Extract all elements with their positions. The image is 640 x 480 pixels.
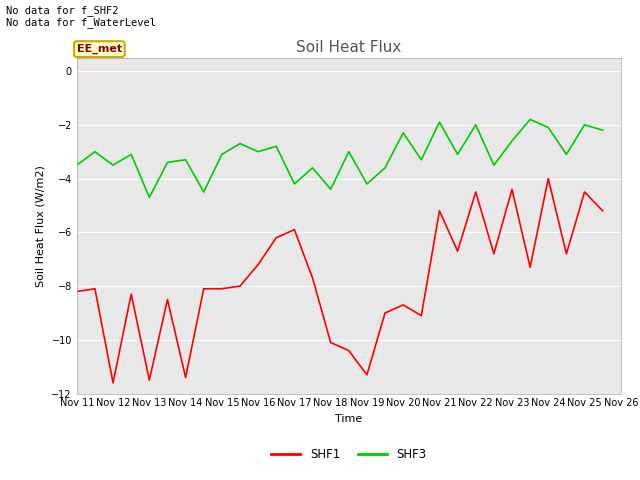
SHF3 <box>345 149 353 155</box>
SHF3 <box>472 122 479 128</box>
SHF3 <box>399 130 407 136</box>
SHF1 <box>291 227 298 232</box>
Title: Soil Heat Flux: Soil Heat Flux <box>296 40 401 55</box>
SHF3 <box>308 165 316 171</box>
SHF1 <box>273 235 280 240</box>
Legend: SHF1, SHF3: SHF1, SHF3 <box>266 443 431 466</box>
Text: EE_met: EE_met <box>77 44 122 54</box>
SHF3 <box>436 119 444 125</box>
Y-axis label: Soil Heat Flux (W/m2): Soil Heat Flux (W/m2) <box>36 165 46 287</box>
SHF1 <box>454 248 461 254</box>
SHF1 <box>109 380 117 386</box>
SHF1 <box>164 297 172 302</box>
SHF1 <box>545 176 552 181</box>
SHF1 <box>399 302 407 308</box>
SHF1 <box>526 264 534 270</box>
SHF1 <box>381 310 389 316</box>
SHF3 <box>381 165 389 171</box>
SHF3 <box>254 149 262 155</box>
SHF1 <box>599 208 607 214</box>
SHF3 <box>599 127 607 133</box>
SHF1 <box>73 288 81 294</box>
SHF3 <box>218 152 226 157</box>
SHF1 <box>508 186 516 192</box>
SHF3 <box>508 138 516 144</box>
SHF1 <box>363 372 371 378</box>
SHF1 <box>308 275 316 281</box>
SHF3 <box>526 117 534 122</box>
SHF1 <box>145 377 153 383</box>
SHF1 <box>580 189 588 195</box>
SHF3 <box>580 122 588 128</box>
SHF1 <box>417 313 425 319</box>
SHF3 <box>236 141 244 146</box>
SHF3 <box>545 125 552 131</box>
SHF1 <box>91 286 99 292</box>
SHF3 <box>363 181 371 187</box>
Text: No data for f_SHF2
No data for f_WaterLevel: No data for f_SHF2 No data for f_WaterLe… <box>6 5 156 28</box>
SHF1 <box>563 251 570 257</box>
SHF1 <box>236 283 244 289</box>
SHF1 <box>345 348 353 353</box>
SHF3 <box>417 157 425 163</box>
SHF3 <box>291 181 298 187</box>
SHF3 <box>91 149 99 155</box>
SHF1 <box>436 208 444 214</box>
SHF3 <box>273 144 280 149</box>
SHF1 <box>327 340 335 346</box>
SHF3 <box>164 159 172 165</box>
SHF1 <box>490 251 498 257</box>
SHF1 <box>254 262 262 267</box>
SHF3 <box>145 194 153 200</box>
SHF3 <box>563 152 570 157</box>
SHF1 <box>200 286 207 292</box>
Line: SHF1: SHF1 <box>77 179 603 383</box>
Line: SHF3: SHF3 <box>77 120 603 197</box>
SHF3 <box>454 152 461 157</box>
SHF1 <box>472 189 479 195</box>
SHF3 <box>182 157 189 163</box>
SHF1 <box>218 286 226 292</box>
SHF3 <box>109 162 117 168</box>
SHF3 <box>73 162 81 168</box>
SHF1 <box>127 291 135 297</box>
SHF3 <box>200 189 207 195</box>
SHF3 <box>490 162 498 168</box>
X-axis label: Time: Time <box>335 414 362 424</box>
SHF1 <box>182 374 189 380</box>
SHF3 <box>127 152 135 157</box>
SHF3 <box>327 186 335 192</box>
